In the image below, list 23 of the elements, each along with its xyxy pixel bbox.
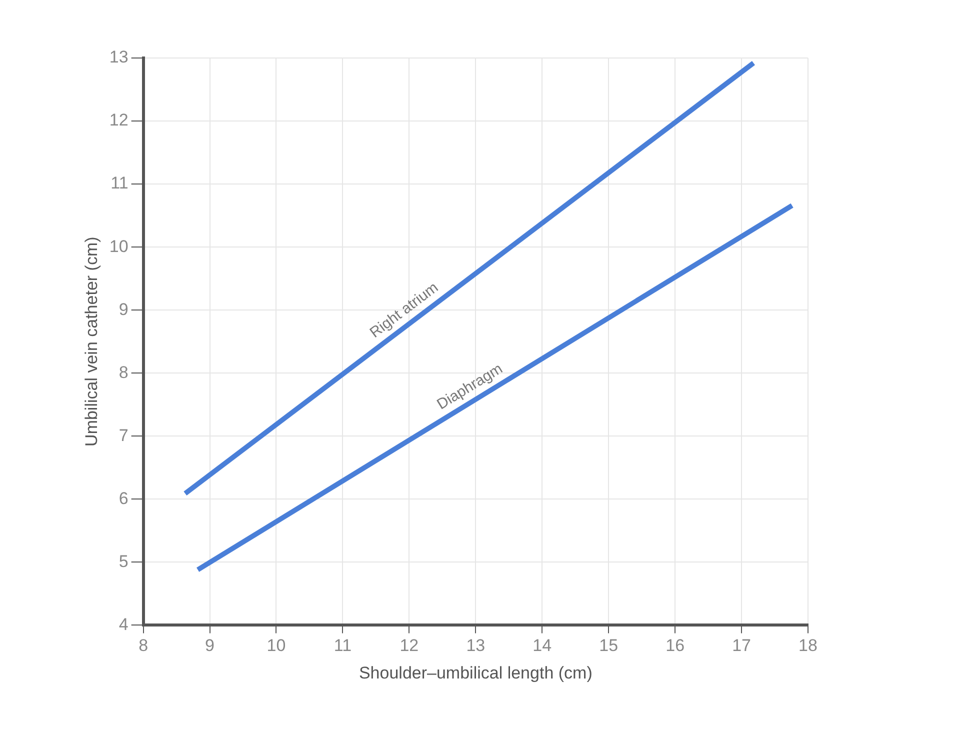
x-tick-label: 11	[334, 636, 352, 656]
y-tick-label: 9	[118, 300, 128, 319]
x-tick-label: 17	[732, 636, 751, 656]
x-tick-label: 15	[599, 636, 618, 656]
y-tick-label: 13	[109, 48, 128, 67]
y-tick-label: 12	[109, 110, 128, 130]
y-axis-title: Umbilical vein catheter (cm)	[82, 236, 101, 446]
x-tick-label: 14	[532, 636, 552, 656]
x-axis-title: Shoulder–umbilical length (cm)	[358, 663, 592, 682]
y-tick-label: 7	[118, 426, 128, 445]
y-tick-label: 11	[110, 174, 128, 193]
x-tick-label: 16	[666, 636, 685, 656]
x-tick-label: 12	[400, 636, 419, 656]
y-tick-label: 4	[118, 614, 128, 634]
x-tick-label: 18	[798, 636, 818, 656]
x-tick-label: 9	[205, 636, 215, 656]
y-tick-label: 5	[118, 552, 128, 571]
y-tick-label: 10	[109, 236, 128, 256]
x-tick-label: 10	[266, 636, 286, 656]
x-tick-label: 13	[466, 636, 486, 656]
y-tick-label: 8	[118, 362, 128, 382]
y-tick-label: 6	[118, 488, 128, 508]
x-tick-label: 8	[138, 636, 148, 656]
